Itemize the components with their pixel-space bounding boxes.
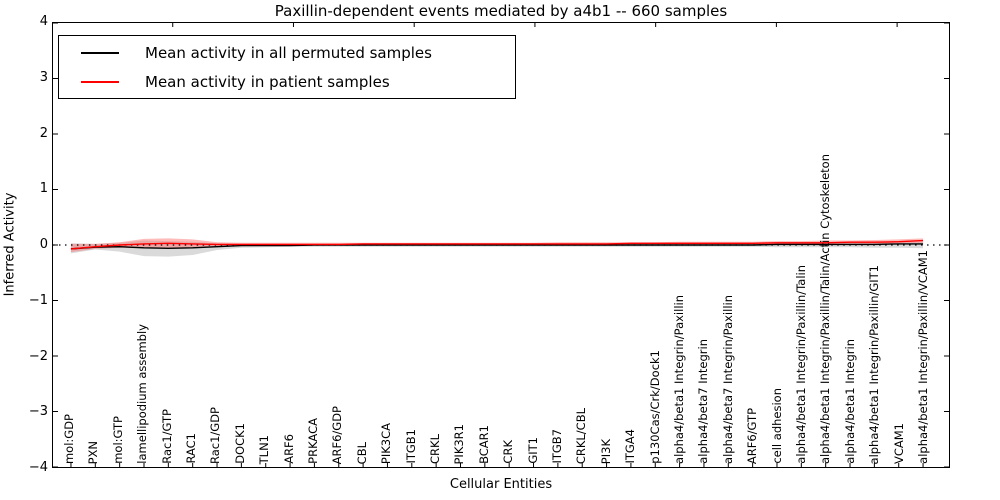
x-tick-label: PRKACA [306, 418, 320, 464]
x-tick-label: DOCK1 [232, 423, 247, 464]
x-tick-label: lamellipodium assembly [135, 324, 150, 464]
x-tick-label: alpha4/beta1 Integrin/Paxillin/GIT1 [867, 264, 882, 464]
x-tick-label: ITGA4 [623, 429, 638, 464]
x-tick-label: alpha4/beta1 Integrin [842, 339, 857, 464]
x-tick-label: RAC1 [184, 433, 198, 464]
plot-canvas [53, 23, 949, 467]
x-tick-label: alpha4/beta1 Integrin/Paxillin/Talin/Act… [818, 154, 833, 464]
x-tick-label: PIK3R1 [452, 423, 467, 465]
x-tick-label: mol:GTP [110, 416, 125, 464]
legend-label-permuted: Mean activity in all permuted samples [145, 43, 432, 62]
y-tick-label: −1 [28, 292, 48, 308]
x-tick-label: alpha4/beta7 Integrin/Paxillin [720, 295, 735, 464]
y-tick-label: −2 [28, 348, 48, 364]
x-tick-label: VCAM1 [891, 422, 906, 464]
x-tick-label: Rac1/GDP [208, 406, 223, 464]
x-tick-label: ARF6/GDP [330, 405, 345, 464]
x-tick-label: alpha4/beta1 Integrin/Paxillin/Talin [794, 265, 808, 464]
x-tick-label: GIT1 [525, 437, 540, 464]
x-tick-label: ITGB1 [403, 429, 418, 464]
x-tick-label: TLN1 [257, 434, 272, 464]
x-tick-label: alpha4/beta7 Integrin [696, 339, 711, 464]
x-tick-label: mol:GDP [62, 413, 76, 464]
x-tick-label: CRKL/CBL [574, 407, 589, 464]
x-tick-label: alpha4/beta1 Integrin/Paxillin [672, 295, 686, 464]
legend: Mean activity in all permuted samples Me… [58, 35, 516, 99]
x-tick-label: alpha4/beta1 Integrin/Paxillin/VCAM1 [916, 250, 930, 464]
x-tick-label: Rac1/GTP [159, 409, 174, 464]
x-tick-label: ARF6/GTP [745, 407, 760, 464]
x-tick-label: PIK3CA [379, 422, 394, 464]
x-tick-label: CBL [354, 441, 369, 464]
y-tick-label: −3 [28, 404, 48, 420]
x-axis-label: Cellular Entities [449, 477, 553, 492]
legend-item-permuted: Mean activity in all permuted samples [59, 38, 515, 67]
x-tick-label: cell adhesion [769, 388, 784, 464]
legend-line-sample-red [81, 80, 119, 83]
legend-line-sample-black [81, 51, 119, 54]
x-tick-label: CRK [501, 440, 516, 464]
plot-area [52, 22, 950, 468]
x-tick-label: PI3K [598, 438, 613, 464]
y-tick-label: −4 [28, 460, 48, 475]
y-tick-label: 1 [39, 181, 48, 197]
x-tick-label: ARF6 [281, 434, 296, 464]
x-tick-label: CRKL [428, 434, 442, 464]
y-tick-label: 2 [39, 125, 48, 141]
y-tick-label: 4 [39, 14, 48, 29]
legend-label-patient: Mean activity in patient samples [145, 72, 390, 91]
y-tick-label: 0 [39, 237, 48, 252]
x-tick-label: PXN [86, 440, 101, 464]
x-tick-label: BCAR1 [476, 425, 491, 464]
chart-title: Paxillin-dependent events mediated by a4… [274, 2, 728, 20]
x-tick-label: p130Cas/Crk/Dock1 [647, 350, 662, 464]
x-tick-label: ITGB7 [550, 429, 564, 464]
legend-item-patient: Mean activity in patient samples [59, 67, 515, 96]
y-tick-label: 3 [39, 69, 48, 85]
